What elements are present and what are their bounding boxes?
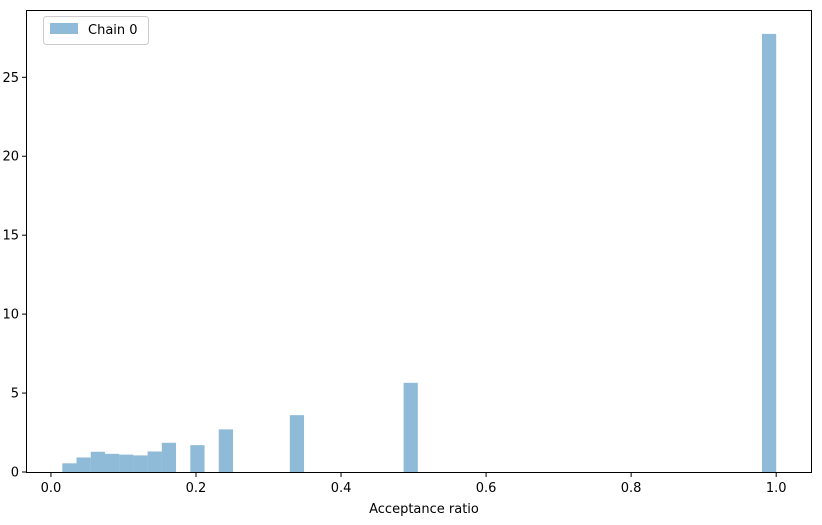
bars-layer: [62, 33, 777, 472]
legend: Chain 0: [43, 16, 149, 45]
histogram-bar: [190, 445, 205, 472]
legend-swatch: [50, 23, 78, 34]
x-tick-label: 0.0: [41, 481, 62, 496]
y-axis: 0 5 10 15 20 25: [2, 71, 27, 481]
histogram-bar: [289, 415, 305, 472]
histogram-bar: [161, 442, 177, 472]
histogram-bar: [403, 382, 418, 472]
histogram-bar: [76, 457, 91, 472]
histogram-bar: [218, 429, 233, 472]
histogram-bar: [90, 451, 105, 472]
x-tick-label: 1.0: [766, 481, 787, 496]
y-tick-label: 20: [2, 150, 19, 165]
x-tick-label: 0.8: [621, 481, 642, 496]
histogram-bar: [119, 454, 134, 472]
y-tick-label: 5: [11, 387, 19, 402]
x-axis-label: Acceptance ratio: [369, 502, 479, 517]
x-tick-label: 0.6: [476, 481, 497, 496]
x-axis: 0.0 0.2 0.4 0.6 0.8 1.0: [41, 472, 787, 496]
x-tick-label: 0.4: [331, 481, 352, 496]
plot-frame: [26, 10, 812, 473]
y-tick-label: 25: [2, 71, 19, 86]
legend-label: Chain 0: [88, 23, 138, 38]
y-tick-label: 0: [11, 466, 19, 481]
histogram-bar: [104, 453, 120, 472]
histogram-bar: [147, 451, 162, 472]
x-tick-label: 0.2: [186, 481, 207, 496]
y-tick-label: 15: [2, 229, 19, 244]
histogram-bar: [133, 455, 148, 472]
histogram-bar: [62, 463, 77, 472]
histogram-bar: [761, 33, 777, 472]
y-tick-label: 10: [2, 308, 19, 323]
